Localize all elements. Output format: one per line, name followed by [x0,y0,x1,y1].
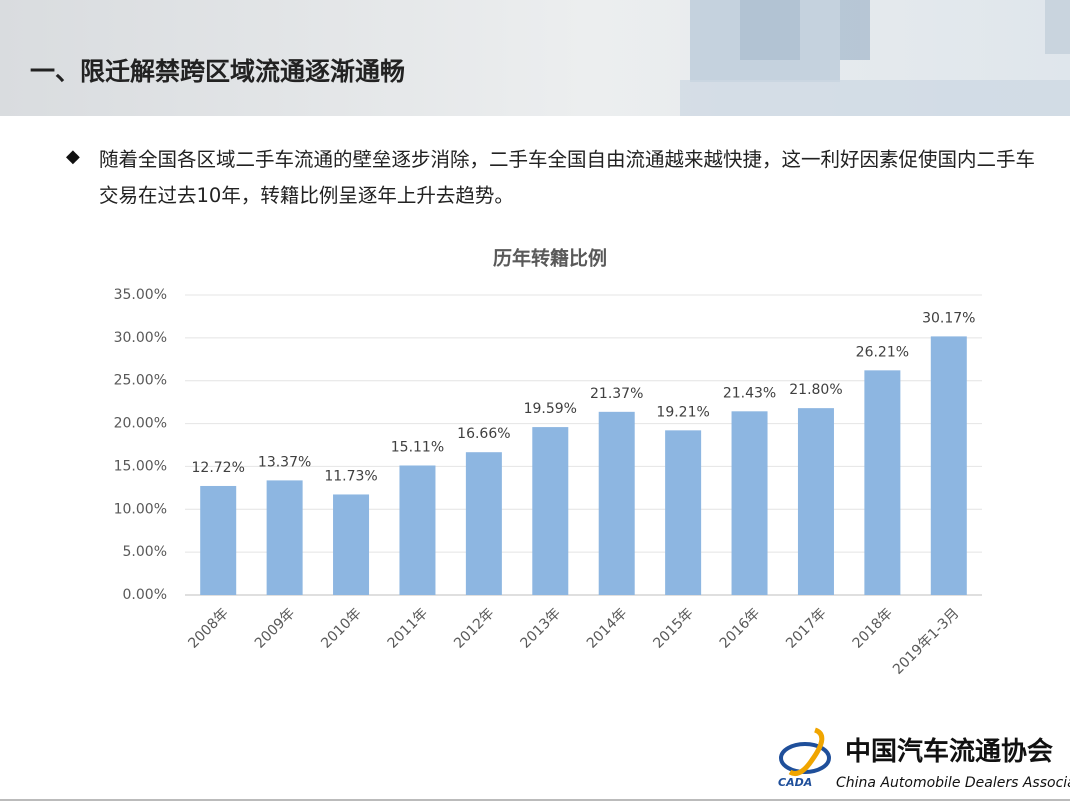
bar [864,370,901,595]
chart-title: 历年转籍比例 [493,247,607,270]
y-tick-label: 30.00% [114,330,167,346]
data-label: 12.72% [192,460,245,476]
logo-swoosh [788,727,825,776]
bar [532,427,569,595]
bar [266,480,303,595]
data-label: 15.11% [391,439,444,455]
y-tick-label: 25.00% [114,373,167,389]
x-tick-label: 2015年 [650,605,696,651]
data-label: 19.59% [524,401,577,417]
data-label: 26.21% [856,344,909,360]
bar [399,465,436,595]
x-tick-label: 2009年 [252,605,298,651]
bar [333,494,370,595]
y-tick-label: 20.00% [114,416,167,432]
data-label: 16.66% [457,426,510,442]
bullet-text: 随着全国各区域二手车流通的壁垒逐步消除，二手车全国自由流通越来越快捷，这一利好因… [99,148,1036,207]
bullet-icon: ◆ [66,146,80,167]
y-tick-label: 15.00% [114,458,167,474]
x-tick-label: 2010年 [318,605,364,651]
data-label: 13.37% [258,454,311,470]
y-tick-label: 0.00% [123,587,167,603]
logo: CADA 中国汽车流通协会 China Automobile Dealers A… [778,727,1070,791]
y-tick-label: 5.00% [123,544,167,560]
x-tick-label: 2013年 [518,605,564,651]
bar [465,452,502,595]
header-decoration [680,0,1070,116]
decor-box [840,0,870,60]
data-label: 21.37% [590,386,643,402]
bar [200,485,237,595]
x-tick-label: 2012年 [451,605,497,651]
y-tick-label: 35.00% [114,287,167,303]
x-tick-label: 2011年 [385,605,431,651]
slide-title: 一、限迁解禁跨区域流通逐渐通畅 [30,57,406,86]
bar [731,411,768,595]
logo-ring [779,742,831,774]
decor-floor [680,80,1070,116]
x-tick-label: 2016年 [717,605,763,651]
x-tick-label: 2008年 [185,605,231,651]
bar [930,336,967,595]
data-label: 11.73% [324,468,377,484]
header: 一、限迁解禁跨区域流通逐渐通畅 [0,0,1070,116]
x-tick-label: 2019年1-3月 [890,605,962,677]
logo-name-cn: 中国汽车流通协会 [845,736,1053,767]
decor-box [1045,0,1070,54]
bar [598,411,635,595]
data-label: 21.80% [789,382,842,398]
bar [797,408,834,595]
bar [665,430,702,595]
bottom-rule [0,799,1070,801]
x-tick-label: 2018年 [850,605,896,651]
x-tick-label: 2017年 [783,605,829,651]
logo-name-en: China Automobile Dealers Association [836,775,1070,791]
logo-abbr: CADA [778,776,812,789]
x-tick-label: 2014年 [584,605,630,651]
y-tick-label: 10.00% [114,501,167,517]
data-label: 21.43% [723,385,776,401]
data-label: 19.21% [656,404,709,420]
data-label: 30.17% [922,310,975,326]
decor-box [740,0,800,60]
